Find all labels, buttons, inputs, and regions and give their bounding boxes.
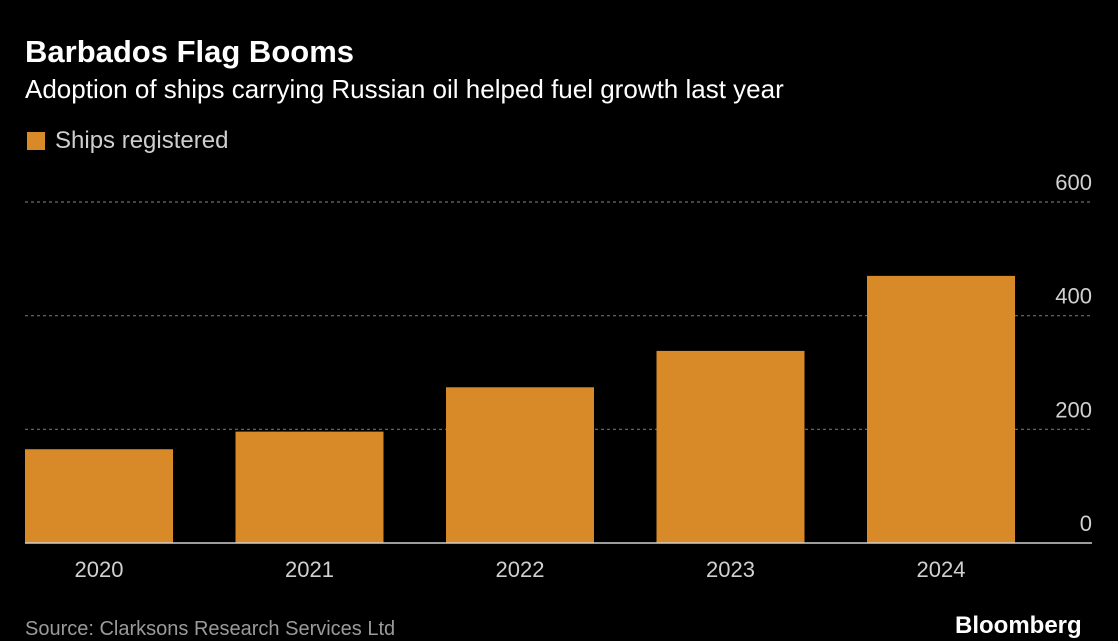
legend-swatch	[27, 132, 45, 150]
x-tick-label: 2020	[75, 557, 124, 582]
bar	[867, 275, 1015, 543]
bar	[656, 350, 805, 543]
y-tick-label: 600	[1055, 170, 1092, 195]
y-tick-label: 0	[1080, 511, 1092, 536]
bar-chart: 0 200 400 600 2020 2021 2022 2023 2024	[25, 170, 1092, 582]
bar	[235, 431, 384, 543]
chart-subtitle: Adoption of ships carrying Russian oil h…	[25, 74, 784, 104]
x-tick-label: 2022	[496, 557, 545, 582]
x-tick-label: 2023	[706, 557, 755, 582]
bar	[25, 449, 173, 543]
y-tick-label: 400	[1055, 284, 1092, 309]
brand-logo: Bloomberg	[955, 612, 1082, 639]
bar	[446, 387, 594, 543]
legend-label: Ships registered	[55, 127, 229, 154]
source-note: Source: Clarksons Research Services Ltd	[25, 618, 396, 640]
x-tick-label: 2021	[285, 557, 334, 582]
y-tick-label: 200	[1055, 397, 1092, 422]
x-tick-label: 2024	[917, 557, 966, 582]
legend: Ships registered	[27, 127, 228, 155]
chart-title: Barbados Flag Booms	[25, 34, 354, 69]
